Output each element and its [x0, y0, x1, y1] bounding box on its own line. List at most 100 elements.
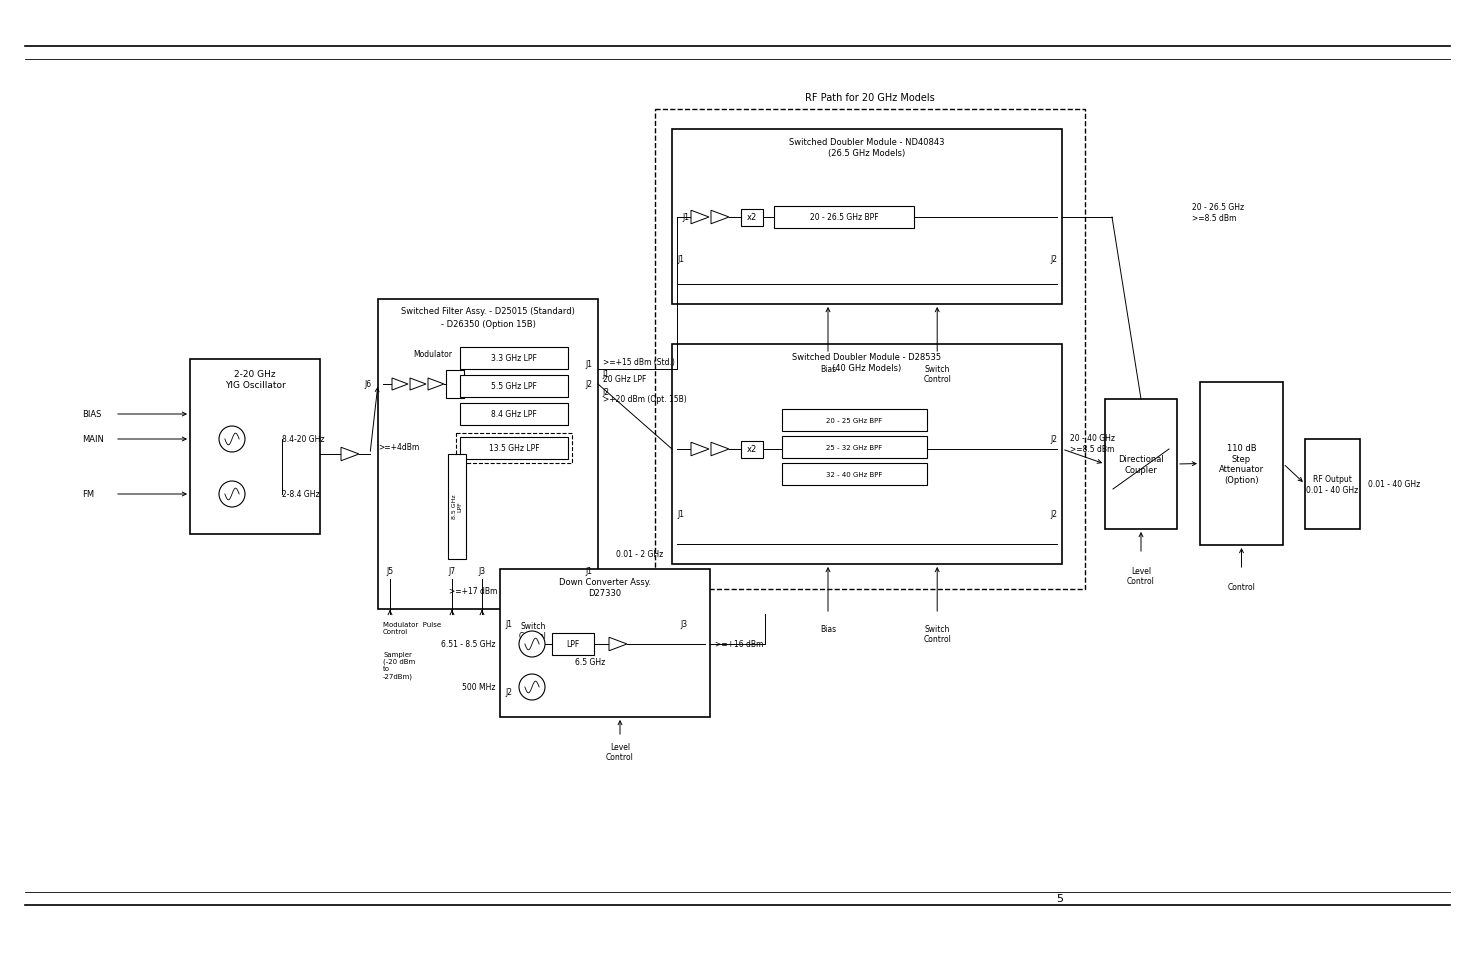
Text: J2: J2: [1050, 510, 1058, 519]
Polygon shape: [711, 443, 729, 456]
Text: FM: FM: [83, 490, 94, 499]
Text: 6.51 - 8.5 GHz: 6.51 - 8.5 GHz: [441, 639, 496, 649]
Text: J3: J3: [680, 619, 687, 629]
Bar: [782, 410, 926, 432]
Bar: [445, 371, 465, 398]
Text: MAIN: MAIN: [83, 435, 103, 444]
Polygon shape: [428, 378, 444, 391]
Text: Sampler
(-20 dBm
to
-27dBm): Sampler (-20 dBm to -27dBm): [384, 651, 416, 679]
Text: J3: J3: [478, 567, 485, 576]
Bar: [460, 375, 568, 397]
Bar: [782, 436, 926, 458]
Bar: [460, 437, 568, 459]
Bar: [378, 299, 597, 609]
Text: 5.5 GHz LPF: 5.5 GHz LPF: [491, 382, 537, 391]
Text: Switched Doubler Module - ND40843
(26.5 GHz Models): Switched Doubler Module - ND40843 (26.5 …: [789, 138, 945, 157]
Text: Switch
Control: Switch Control: [519, 621, 547, 640]
Text: Bias: Bias: [820, 365, 836, 374]
Text: 8.5 GHz
LPF: 8.5 GHz LPF: [451, 495, 462, 518]
Text: Modulator  Pulse
Control: Modulator Pulse Control: [384, 621, 441, 635]
Circle shape: [218, 481, 245, 507]
Text: Level
Control: Level Control: [1127, 566, 1155, 586]
Circle shape: [519, 631, 544, 658]
Bar: [500, 569, 709, 718]
Text: 20 - 26.5 GHz
>=8.5 dBm: 20 - 26.5 GHz >=8.5 dBm: [1192, 203, 1243, 222]
Text: J1: J1: [677, 255, 684, 264]
Text: J5: J5: [386, 567, 394, 576]
Bar: [460, 348, 568, 370]
Text: 20 - 26.5 GHz BPF: 20 - 26.5 GHz BPF: [810, 213, 878, 222]
Text: 20 - 25 GHz BPF: 20 - 25 GHz BPF: [826, 417, 882, 423]
Bar: [673, 345, 1062, 564]
Text: 3.3 GHz LPF: 3.3 GHz LPF: [491, 355, 537, 363]
Bar: [740, 441, 763, 458]
Text: x2: x2: [746, 213, 757, 222]
Text: Switch
Control: Switch Control: [923, 365, 951, 384]
Text: RF Output
0.01 - 40 GHz: RF Output 0.01 - 40 GHz: [1307, 475, 1358, 495]
Text: J7: J7: [448, 567, 456, 576]
Text: >=+16 dBm: >=+16 dBm: [715, 639, 764, 649]
Text: 20 GHz LPF: 20 GHz LPF: [603, 375, 646, 384]
Text: J1: J1: [677, 510, 684, 519]
Text: Modulator: Modulator: [413, 350, 453, 359]
Text: 20 - 40 GHz
>=8.5 dBm: 20 - 40 GHz >=8.5 dBm: [1069, 434, 1115, 454]
Text: BIAS: BIAS: [83, 410, 102, 419]
Bar: [782, 463, 926, 485]
Circle shape: [519, 675, 544, 700]
Text: >=+15 dBm (Std.): >=+15 dBm (Std.): [603, 358, 676, 367]
Text: J2: J2: [1050, 255, 1058, 264]
Text: - D26350 (Option 15B): - D26350 (Option 15B): [441, 320, 535, 329]
Text: J6: J6: [364, 380, 372, 389]
Text: >+20 dBm (Opt. 15B): >+20 dBm (Opt. 15B): [603, 395, 687, 404]
Text: Down Converter Assy.
D27330: Down Converter Assy. D27330: [559, 578, 650, 598]
Text: Directional
Coupler: Directional Coupler: [1118, 455, 1164, 475]
Text: Bias: Bias: [820, 624, 836, 634]
Circle shape: [218, 427, 245, 453]
Bar: [740, 210, 763, 226]
Text: 0.01 - 2 GHz: 0.01 - 2 GHz: [615, 550, 662, 558]
Text: >=+4dBm: >=+4dBm: [378, 443, 419, 452]
Text: LPF: LPF: [566, 639, 580, 649]
Bar: [552, 634, 594, 656]
Text: 8.4 GHz LPF: 8.4 GHz LPF: [491, 410, 537, 419]
Polygon shape: [690, 443, 709, 456]
Polygon shape: [609, 638, 627, 651]
Text: J2: J2: [602, 388, 609, 397]
Bar: [655, 110, 1086, 589]
Text: J1: J1: [586, 360, 591, 369]
Bar: [460, 403, 568, 426]
Text: J1: J1: [681, 213, 689, 222]
Text: Control: Control: [1227, 582, 1255, 592]
Text: 500 MHz: 500 MHz: [462, 682, 496, 692]
Polygon shape: [341, 448, 358, 461]
Text: J2: J2: [1050, 435, 1058, 444]
Text: 5: 5: [1056, 893, 1063, 903]
Text: Switched Filter Assy. - D25015 (Standard): Switched Filter Assy. - D25015 (Standard…: [401, 307, 575, 316]
Bar: [190, 359, 320, 535]
Text: J2: J2: [504, 688, 512, 697]
Text: 110 dB
Step
Attenuator
(Option): 110 dB Step Attenuator (Option): [1218, 444, 1264, 484]
Text: >=+17 dBm: >=+17 dBm: [448, 587, 497, 596]
Polygon shape: [690, 211, 709, 225]
Text: 6.5 GHz: 6.5 GHz: [575, 658, 605, 667]
Bar: [448, 455, 466, 559]
Text: Switched Doubler Module - D28535
(40 GHz Models): Switched Doubler Module - D28535 (40 GHz…: [792, 353, 941, 373]
Text: J2: J2: [586, 380, 591, 389]
Text: J1: J1: [602, 370, 609, 379]
Bar: [1105, 399, 1177, 530]
Text: x2: x2: [746, 445, 757, 454]
Bar: [673, 130, 1062, 305]
Bar: [456, 434, 572, 463]
Text: 2-20 GHz
YIG Oscillator: 2-20 GHz YIG Oscillator: [224, 370, 285, 389]
Polygon shape: [410, 378, 426, 391]
Text: J1: J1: [586, 567, 591, 576]
Text: 25 - 32 GHz BPF: 25 - 32 GHz BPF: [826, 444, 882, 451]
Text: RF Path for 20 GHz Models: RF Path for 20 GHz Models: [805, 92, 935, 103]
Text: 2-8.4 GHz: 2-8.4 GHz: [282, 490, 320, 499]
Bar: [1201, 382, 1283, 545]
Text: 0.01 - 40 GHz: 0.01 - 40 GHz: [1367, 480, 1420, 489]
Text: 32 - 40 GHz BPF: 32 - 40 GHz BPF: [826, 472, 882, 477]
Polygon shape: [711, 211, 729, 225]
Text: J1: J1: [504, 619, 512, 629]
Polygon shape: [392, 378, 409, 391]
